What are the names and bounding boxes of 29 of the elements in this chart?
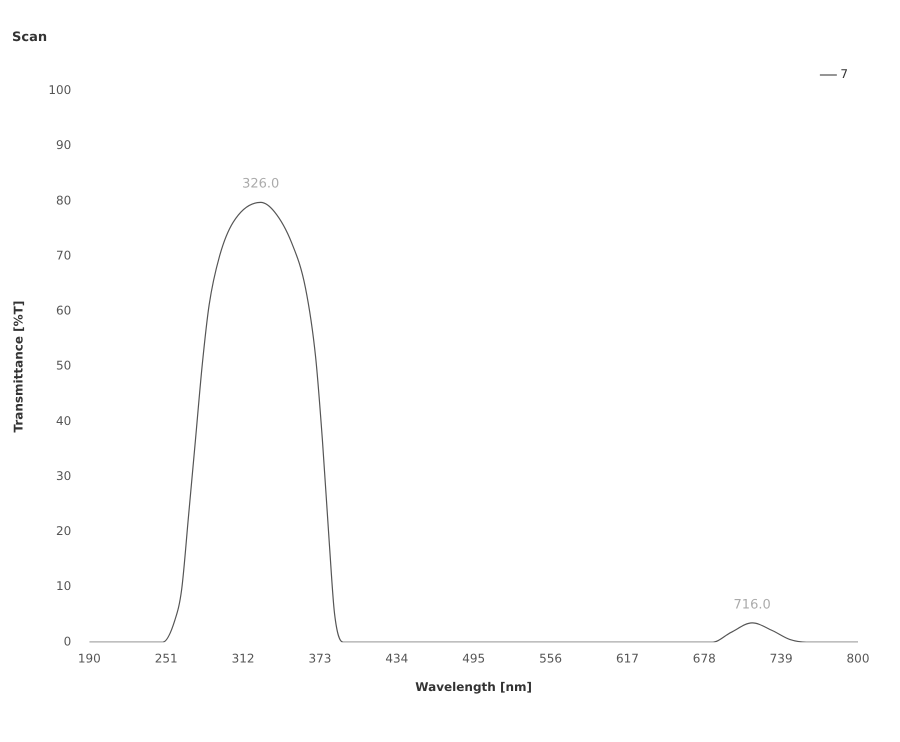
x-tick-label: 678 [692, 652, 716, 666]
y-tick-label: 90 [56, 138, 72, 152]
annotation: 716.0 [734, 597, 771, 612]
y-tick-label: 10 [56, 579, 72, 594]
y-tick-label: 60 [56, 304, 72, 318]
annotation: 326.0 [242, 176, 280, 192]
chart-subtitle: Scan [12, 30, 48, 45]
y-tick-label: 100 [48, 83, 72, 98]
x-axis-title: Wavelength [nm] [415, 680, 532, 694]
y-tick-label: 20 [56, 524, 72, 538]
legend-label: 7 [840, 67, 848, 82]
y-tick-label: 40 [56, 414, 72, 428]
x-tick-label: 617 [616, 652, 639, 666]
y-tick-label: 50 [56, 358, 72, 373]
x-tick-label: 739 [770, 652, 793, 666]
y-tick-label: 0 [64, 634, 72, 648]
y-axis-title: Transmittance [%T] [11, 300, 26, 433]
x-tick-label: 312 [232, 652, 254, 666]
x-tick-label: 800 [846, 652, 870, 666]
x-tick-label: 373 [308, 652, 332, 666]
x-tick-label: 190 [78, 652, 101, 666]
x-tick-label: 434 [385, 652, 408, 666]
y-tick-label: 30 [56, 468, 72, 483]
y-tick-label: 70 [56, 248, 72, 262]
x-tick-label: 495 [462, 652, 486, 666]
x-tick-label: 556 [539, 652, 562, 666]
y-tick-label: 80 [56, 193, 72, 208]
x-tick-label: 251 [154, 652, 178, 666]
line-series [89, 202, 858, 642]
